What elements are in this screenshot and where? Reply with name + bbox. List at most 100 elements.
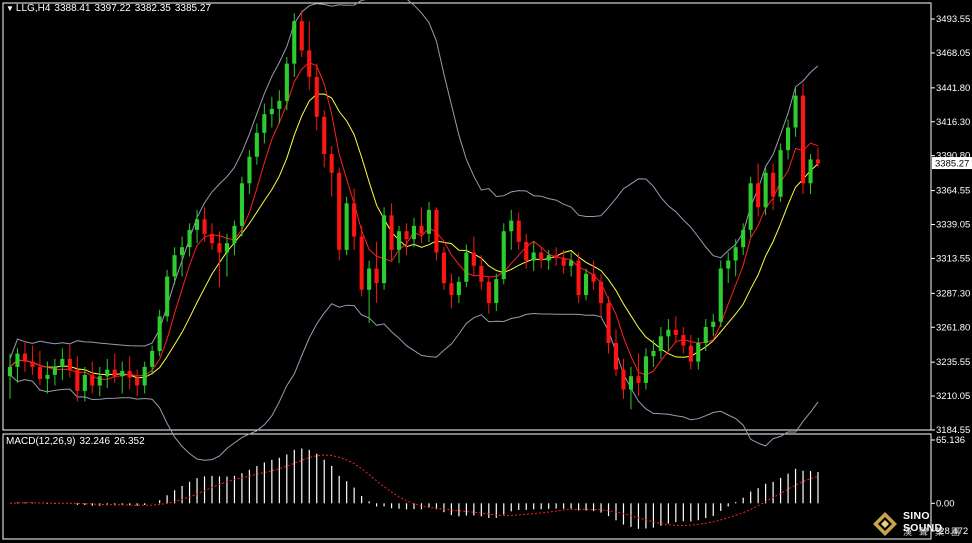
candle-body [337,172,342,250]
candle [232,220,237,256]
candle [329,146,334,197]
price-tick-label: 3235.55 [936,357,970,368]
panel-frames [2,2,932,540]
candle-body [90,374,95,386]
candle [120,361,125,394]
candle-body [329,154,334,173]
candle-body [389,215,394,250]
candle [30,345,35,375]
candle-body [224,243,229,253]
candle [696,337,701,370]
candle [688,334,693,370]
candle-body [681,335,686,346]
candle [681,326,686,354]
current-price-marker: 3385.27 [932,157,972,170]
candle-body [397,231,402,250]
candle-body [539,252,544,261]
candle-body [187,229,192,248]
candle-body [262,114,267,133]
candle [643,348,648,390]
candle [52,358,57,386]
candle-body [666,329,671,337]
candle-body [494,279,499,303]
candle-body [202,219,207,234]
candle-body [763,172,768,208]
candle [651,340,656,367]
price-tick-label: 3287.30 [936,288,970,299]
candle [172,247,177,285]
candle [793,87,798,137]
candle-body [599,281,604,304]
macd-header: MACD(12,26,9) 32.246 26.352 [6,436,149,447]
candle-body [127,370,132,378]
candle-body [52,366,57,375]
candle [584,268,589,301]
candle [516,212,521,250]
candle-body [374,268,379,284]
candle [254,123,259,165]
candle [711,313,716,337]
candle-body [209,233,214,244]
price-tick-label: 3390.80 [936,151,970,162]
candle-body [411,225,416,240]
price-panel-frame [2,2,932,431]
candle-body [741,229,746,248]
candle-body [471,252,476,266]
candle-body [696,343,701,362]
candle-body [584,273,589,296]
candle-body [756,183,761,208]
close-value: 3385.27 [174,3,212,14]
logo-brand-text: SINO SOUND [903,510,943,534]
candle-body [613,343,618,370]
macd-histogram [16,448,819,529]
candle-body [239,183,244,226]
candle [539,247,544,269]
candle [628,366,633,410]
candle [187,223,192,257]
candle [37,350,42,386]
logo-mark-icon [873,512,897,536]
candle [127,356,132,390]
candle-body [232,225,237,244]
candle-body [748,183,753,230]
candle-body [60,358,65,367]
candle [464,244,469,288]
candle [666,319,671,351]
candle [344,196,349,256]
candle [247,150,252,194]
candle-body [733,247,738,261]
candle-body [67,358,72,370]
candle-body [284,63,289,101]
candle [374,241,379,304]
price-tick-label: 3313.55 [936,253,970,264]
macd-tick-label: 65.136 [936,435,965,446]
candle-body [7,366,12,377]
candle [322,110,327,168]
low-value: 3382.35 [134,3,171,14]
candle-body [277,100,282,109]
candle [90,361,95,394]
candle-body [322,116,327,154]
candle [546,249,551,270]
candle [486,276,491,314]
candle-body [621,369,626,390]
candle [239,176,244,237]
candle [411,217,416,248]
candle [60,348,65,381]
candle [307,21,312,91]
current-price-label: 3385.27 [935,159,969,170]
candle [801,83,806,194]
candle [673,316,678,343]
candle [509,209,514,250]
candle-body [546,255,551,261]
candle [658,326,663,359]
candle-body [636,376,641,383]
candle [67,342,72,378]
candle [501,223,506,285]
candle-body [269,108,274,115]
dropdown-icon[interactable]: ▼ [6,4,14,13]
price-axis: 3493.55 3468.05 3441.80 3416.30 3390.80 3364.… [931,14,970,436]
candle-body [569,260,574,266]
candle [157,309,162,357]
